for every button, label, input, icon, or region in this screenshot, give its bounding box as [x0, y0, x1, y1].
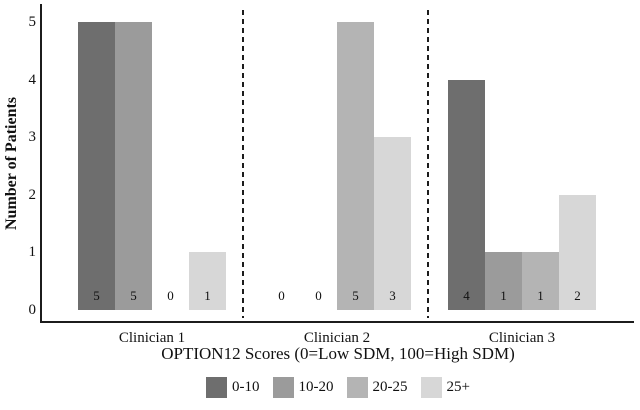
y-tick-label: 3 — [28, 129, 37, 146]
x-axis-line — [40, 321, 634, 323]
legend-swatch — [420, 377, 442, 398]
y-tick-label: 2 — [28, 186, 37, 203]
y-tick-label: 4 — [28, 71, 37, 88]
bar-value-label: 0 — [167, 288, 174, 303]
y-axis-title: Number of Patients — [3, 96, 20, 230]
bar-value-label: 4 — [463, 288, 470, 303]
category-label: Clinician 1 — [118, 330, 186, 346]
x-axis-title: OPTION12 Scores (0=Low SDM, 100=High SDM… — [161, 344, 515, 363]
bar-value-label: 2 — [574, 288, 581, 303]
legend-swatch — [346, 377, 368, 398]
group-separator — [242, 10, 244, 318]
legend-item: 10-20 — [272, 377, 334, 398]
legend-label: 0-10 — [232, 379, 260, 395]
legend-label: 20-25 — [372, 379, 408, 395]
bar — [559, 194, 596, 310]
legend-swatch — [206, 377, 228, 398]
bar-value-label: 0 — [278, 288, 285, 303]
category-label: Clinician 2 — [303, 330, 371, 346]
y-tick-label: 1 — [28, 244, 37, 261]
bar — [485, 252, 522, 310]
bar — [115, 22, 152, 310]
legend-label: 25+ — [446, 379, 470, 395]
bar — [189, 252, 226, 310]
bar — [448, 79, 485, 310]
legend-item: 20-25 — [346, 377, 408, 398]
category-label: Clinician 3 — [488, 330, 556, 346]
legend-label: 10-20 — [298, 379, 334, 395]
bar-value-label: 1 — [204, 288, 211, 303]
bar-value-label: 5 — [93, 288, 100, 303]
bar-value-label: 1 — [537, 288, 544, 303]
y-tick-label: 5 — [28, 14, 37, 30]
y-tick-label: 0 — [28, 302, 37, 318]
bar-value-label: 1 — [500, 288, 507, 303]
bar-value-label: 5 — [352, 288, 359, 303]
bar — [374, 137, 411, 310]
bar — [337, 22, 374, 310]
bar-value-label: 5 — [130, 288, 137, 303]
bar — [522, 252, 559, 310]
y-axis-line — [40, 4, 42, 323]
bar-value-label: 0 — [315, 288, 322, 303]
legend-swatch — [272, 377, 294, 398]
legend-item: 25+ — [420, 377, 470, 398]
legend: 0-10 10-20 20-25 25+ — [42, 377, 634, 398]
bar-value-label: 3 — [389, 288, 396, 303]
group-separator — [427, 10, 429, 318]
legend-item: 0-10 — [206, 377, 260, 398]
bar — [78, 22, 115, 310]
